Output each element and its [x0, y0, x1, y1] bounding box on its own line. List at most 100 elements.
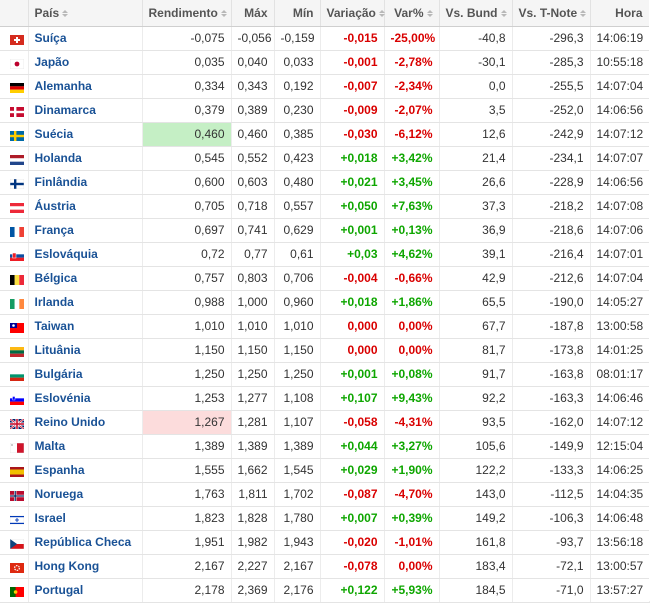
yield-cell: 1,253: [142, 386, 232, 411]
change-pct-cell: +3,27%: [384, 434, 440, 459]
flag-cell: [0, 410, 29, 435]
max-cell: 2,369: [231, 578, 275, 603]
flag-dk-icon: [10, 106, 24, 117]
country-link[interactable]: Israel: [28, 506, 143, 531]
vs-tnote-cell: -255,5: [512, 74, 591, 99]
country-link[interactable]: Lituânia: [28, 338, 143, 363]
table-row: Portugal 2,178 2,369 2,176 +0,122 +5,93% 184,5…: [0, 578, 650, 603]
max-cell: 1,277: [231, 386, 275, 411]
country-link[interactable]: Holanda: [28, 146, 143, 171]
yield-cell: 1,555: [142, 458, 232, 483]
country-link[interactable]: Malta: [28, 434, 143, 459]
max-cell: 1,010: [231, 314, 275, 339]
vs-bund-cell: 149,2: [439, 506, 513, 531]
yield-cell: 0,705: [142, 194, 232, 219]
min-cell: 0,423: [274, 146, 321, 171]
yield-cell: 1,763: [142, 482, 232, 507]
yield-cell: 1,823: [142, 506, 232, 531]
time-cell: 14:07:04: [590, 74, 650, 99]
max-cell: 1,982: [231, 530, 275, 555]
country-link[interactable]: Espanha: [28, 458, 143, 483]
min-cell: -0,159: [274, 26, 321, 51]
country-link[interactable]: República Checa: [28, 530, 143, 555]
yield-cell: 0,460: [142, 122, 232, 147]
country-link[interactable]: Taiwan: [28, 314, 143, 339]
sort-arrows-icon: [62, 10, 68, 17]
flag-cell: [0, 386, 29, 411]
vs-tnote-cell: -149,9: [512, 434, 591, 459]
change-pct-cell: +5,93%: [384, 578, 440, 603]
flag-cell: [0, 314, 29, 339]
country-link[interactable]: Bélgica: [28, 266, 143, 291]
country-link[interactable]: Suíça: [28, 26, 143, 51]
col-header-var-pct[interactable]: Var%: [384, 0, 440, 27]
flag-jp-icon: [9, 58, 25, 70]
yield-cell: 0,334: [142, 74, 232, 99]
country-link[interactable]: Eslovénia: [28, 386, 143, 411]
col-header-label: Var%: [394, 5, 424, 20]
flag-cell: [0, 218, 29, 243]
time-cell: 14:07:12: [590, 122, 650, 147]
change-pct-cell: 0,00%: [384, 338, 440, 363]
flag-cell: [0, 266, 29, 291]
country-link[interactable]: Alemanha: [28, 74, 143, 99]
vs-tnote-cell: -72,1: [512, 554, 591, 579]
change-cell: 0,000: [320, 338, 385, 363]
change-pct-cell: +1,90%: [384, 458, 440, 483]
vs-tnote-cell: -228,9: [512, 170, 591, 195]
change-pct-cell: 0,00%: [384, 554, 440, 579]
yield-cell: 1,010: [142, 314, 232, 339]
col-header-vs-tnote[interactable]: Vs. T-Note: [512, 0, 591, 27]
table-row: França 0,697 0,741 0,629 +0,001 +0,13% 36,9 -21…: [0, 218, 650, 243]
country-link[interactable]: Eslováquia: [28, 242, 143, 267]
flag-fr-icon: [10, 226, 24, 237]
yield-cell: 0,545: [142, 146, 232, 171]
yield-cell: 0,697: [142, 218, 232, 243]
country-link[interactable]: Hong Kong: [28, 554, 143, 579]
change-cell: +0,122: [320, 578, 385, 603]
country-link[interactable]: França: [28, 218, 143, 243]
change-cell: -0,030: [320, 122, 385, 147]
country-link[interactable]: Japão: [28, 50, 143, 75]
flag-cell: [0, 74, 29, 99]
max-cell: 0,389: [231, 98, 275, 123]
col-header-hora: Hora: [590, 0, 650, 27]
flag-nl-icon: [10, 154, 24, 165]
min-cell: 0,192: [274, 74, 321, 99]
change-pct-cell: +9,43%: [384, 386, 440, 411]
country-link[interactable]: Noruega: [28, 482, 143, 507]
flag-es-icon: [10, 466, 24, 477]
country-link[interactable]: Bulgária: [28, 362, 143, 387]
yield-cell: 0,72: [142, 242, 232, 267]
min-cell: 0,706: [274, 266, 321, 291]
flag-cell: [0, 338, 29, 363]
vs-bund-cell: 105,6: [439, 434, 513, 459]
min-cell: 0,385: [274, 122, 321, 147]
change-cell: +0,107: [320, 386, 385, 411]
country-link[interactable]: Dinamarca: [28, 98, 143, 123]
change-pct-cell: 0,00%: [384, 314, 440, 339]
change-pct-cell: +1,86%: [384, 290, 440, 315]
table-row: Hong Kong 2,167 2,227 2,167 -0,078 0,00% 183,4…: [0, 554, 650, 579]
change-cell: +0,029: [320, 458, 385, 483]
col-header-variacao[interactable]: Variação: [320, 0, 385, 27]
max-cell: 0,460: [231, 122, 275, 147]
col-header-max: Máx: [231, 0, 275, 27]
max-cell: 1,662: [231, 458, 275, 483]
col-header-vs-bund[interactable]: Vs. Bund: [439, 0, 513, 27]
country-link[interactable]: Suécia: [28, 122, 143, 147]
time-cell: 14:07:06: [590, 218, 650, 243]
country-link[interactable]: Portugal: [28, 578, 143, 603]
time-cell: 14:07:04: [590, 266, 650, 291]
min-cell: 1,780: [274, 506, 321, 531]
country-link[interactable]: Finlândia: [28, 170, 143, 195]
vs-tnote-cell: -218,6: [512, 218, 591, 243]
vs-bund-cell: 91,7: [439, 362, 513, 387]
country-link[interactable]: Reino Unido: [28, 410, 143, 435]
min-cell: 0,557: [274, 194, 321, 219]
time-cell: 14:06:48: [590, 506, 650, 531]
col-header-rendimento[interactable]: Rendimento: [142, 0, 232, 27]
col-header-pais[interactable]: País: [28, 0, 143, 27]
country-link[interactable]: Áustria: [28, 194, 143, 219]
country-link[interactable]: Irlanda: [28, 290, 143, 315]
